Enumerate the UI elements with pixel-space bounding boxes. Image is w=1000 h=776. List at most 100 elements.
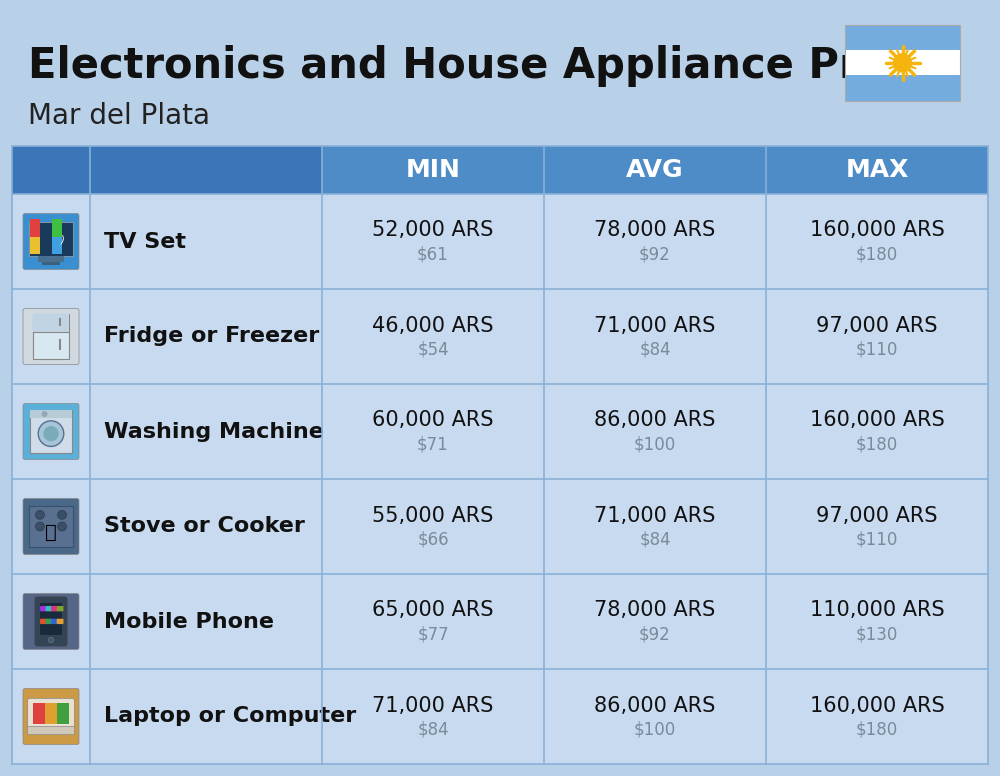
Text: $180: $180 [856, 720, 898, 739]
Text: $180: $180 [856, 245, 898, 264]
Text: 78,000 ARS: 78,000 ARS [594, 601, 716, 621]
Bar [42, 262, 60, 265]
Text: MAX: MAX [845, 158, 909, 182]
Text: ): ) [60, 235, 64, 244]
Text: Stove or Cooker: Stove or Cooker [104, 517, 305, 536]
FancyBboxPatch shape [28, 726, 74, 735]
FancyBboxPatch shape [57, 606, 64, 611]
Text: Washing Machine: Washing Machine [104, 421, 324, 442]
FancyBboxPatch shape [23, 309, 79, 365]
Bar [29, 506, 73, 547]
Text: 71,000 ARS: 71,000 ARS [594, 316, 716, 335]
Bar [33, 314, 69, 332]
Text: 78,000 ARS: 78,000 ARS [594, 220, 716, 241]
FancyBboxPatch shape [28, 698, 74, 729]
Text: 160,000 ARS: 160,000 ARS [810, 695, 944, 715]
Text: $54: $54 [417, 341, 449, 359]
FancyBboxPatch shape [23, 213, 79, 269]
Bar [322, 146, 544, 194]
Circle shape [58, 511, 66, 519]
Text: 160,000 ARS: 160,000 ARS [810, 220, 944, 241]
Text: 86,000 ARS: 86,000 ARS [594, 695, 716, 715]
Text: $100: $100 [634, 435, 676, 453]
Bar [30, 219, 40, 237]
Text: 60,000 ARS: 60,000 ARS [372, 411, 494, 431]
Text: $66: $66 [417, 531, 449, 549]
Text: $100: $100 [634, 720, 676, 739]
Bar [33, 314, 69, 359]
Bar [12, 574, 988, 669]
Text: TV Set: TV Set [104, 231, 186, 251]
FancyBboxPatch shape [46, 618, 52, 624]
Text: $180: $180 [856, 435, 898, 453]
FancyBboxPatch shape [23, 404, 79, 459]
Text: 71,000 ARS: 71,000 ARS [372, 695, 494, 715]
Text: $130: $130 [856, 625, 898, 643]
Circle shape [894, 54, 912, 72]
Bar [30, 236, 40, 254]
Circle shape [36, 522, 44, 531]
FancyBboxPatch shape [23, 688, 79, 744]
Bar [766, 146, 988, 194]
Bar [52, 236, 62, 254]
Bar [845, 75, 960, 101]
Bar [52, 219, 62, 237]
FancyBboxPatch shape [40, 606, 47, 611]
Text: Mobile Phone: Mobile Phone [104, 611, 274, 632]
FancyBboxPatch shape [51, 606, 58, 611]
Bar [57, 703, 69, 725]
FancyBboxPatch shape [23, 594, 79, 650]
Text: Laptop or Computer: Laptop or Computer [104, 706, 356, 726]
Text: MIN: MIN [406, 158, 460, 182]
Text: Fridge or Freezer: Fridge or Freezer [104, 327, 319, 347]
Text: $92: $92 [639, 245, 671, 264]
Text: 55,000 ARS: 55,000 ARS [372, 505, 494, 525]
Text: $92: $92 [639, 625, 671, 643]
FancyBboxPatch shape [34, 597, 68, 646]
Bar [845, 25, 960, 50]
Text: $77: $77 [417, 625, 449, 643]
Text: 46,000 ARS: 46,000 ARS [372, 316, 494, 335]
Bar [30, 411, 72, 417]
FancyBboxPatch shape [57, 618, 64, 624]
Bar [12, 479, 988, 574]
FancyBboxPatch shape [46, 606, 52, 611]
Bar [544, 146, 766, 194]
Bar [33, 703, 45, 725]
Text: $71: $71 [417, 435, 449, 453]
Circle shape [48, 637, 54, 643]
Text: 52,000 ARS: 52,000 ARS [372, 220, 494, 241]
Bar [12, 146, 322, 194]
Text: 97,000 ARS: 97,000 ARS [816, 316, 938, 335]
Circle shape [36, 511, 44, 519]
Text: 160,000 ARS: 160,000 ARS [810, 411, 944, 431]
Text: $110: $110 [856, 341, 898, 359]
Text: $84: $84 [639, 531, 671, 549]
Text: $84: $84 [417, 720, 449, 739]
Text: $110: $110 [856, 531, 898, 549]
Circle shape [43, 426, 59, 442]
Bar [45, 703, 57, 725]
Text: 71,000 ARS: 71,000 ARS [594, 505, 716, 525]
Bar [30, 411, 72, 453]
Text: Mar del Plata: Mar del Plata [28, 102, 210, 130]
Bar [845, 25, 960, 101]
Text: 86,000 ARS: 86,000 ARS [594, 411, 716, 431]
Bar [38, 256, 64, 262]
Circle shape [42, 411, 48, 417]
Text: $84: $84 [639, 341, 671, 359]
Bar [40, 604, 62, 636]
Text: 🔥: 🔥 [45, 523, 57, 542]
Text: 65,000 ARS: 65,000 ARS [372, 601, 494, 621]
Bar [12, 384, 988, 479]
Bar [12, 669, 988, 764]
Circle shape [38, 421, 64, 446]
Bar [29, 222, 73, 256]
Text: 110,000 ARS: 110,000 ARS [810, 601, 944, 621]
Bar [12, 194, 988, 289]
Text: $61: $61 [417, 245, 449, 264]
FancyBboxPatch shape [40, 618, 47, 624]
Bar [12, 289, 988, 384]
Text: Electronics and House Appliance Prices: Electronics and House Appliance Prices [28, 45, 951, 87]
Text: AVG: AVG [626, 158, 684, 182]
